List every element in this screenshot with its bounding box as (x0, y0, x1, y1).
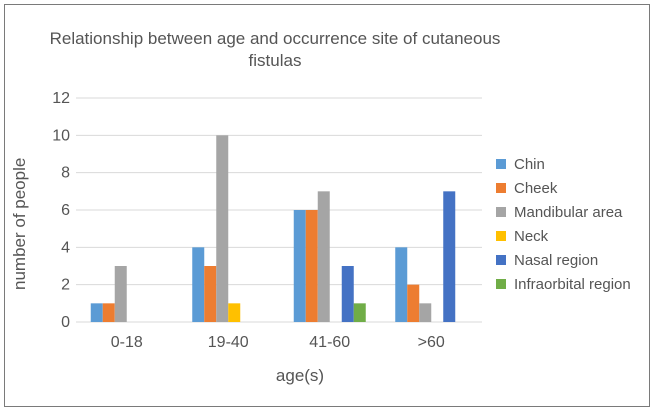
x-axis-label: age(s) (275, 366, 325, 385)
legend-swatch (496, 159, 506, 169)
bar (305, 210, 318, 322)
x-tick-label: >60 (418, 334, 445, 351)
bar (228, 303, 241, 322)
x-tick-label: 41-60 (309, 334, 350, 351)
legend-item: Chin (496, 152, 631, 176)
bar (293, 210, 306, 322)
legend-swatch (496, 183, 506, 193)
bar (395, 247, 408, 322)
legend-swatch (496, 207, 506, 217)
legend-item: Neck (496, 224, 631, 248)
bar (353, 303, 366, 322)
bar (216, 135, 229, 322)
y-tick-label: 8 (61, 165, 70, 182)
legend-swatch (496, 279, 506, 289)
bar (443, 191, 456, 322)
legend-item: Infraorbital region (496, 272, 631, 296)
bar (341, 266, 354, 322)
y-tick-label: 2 (61, 277, 70, 294)
y-tick-label: 12 (52, 90, 70, 107)
legend-label: Neck (514, 227, 549, 245)
y-tick-label: 6 (61, 202, 70, 219)
legend-item: Mandibular area (496, 200, 631, 224)
bar (114, 266, 127, 322)
x-tick-label: 19-40 (208, 334, 249, 351)
legend-label: Infraorbital region (514, 275, 631, 293)
legend-label: Chin (514, 155, 545, 173)
y-tick-label: 0 (61, 314, 70, 331)
legend: Chin Cheek Mandibular area Neck Nasal region… (496, 152, 631, 296)
legend-item: Nasal region (496, 248, 631, 272)
bar (192, 247, 205, 322)
legend-item: Cheek (496, 176, 631, 200)
bar (90, 303, 103, 322)
legend-label: Nasal region (514, 251, 599, 269)
chart-title: Relationship between age and occurrence … (49, 29, 501, 70)
y-tick-label: 4 (61, 239, 70, 256)
bar (204, 266, 217, 322)
bar (419, 303, 432, 322)
legend-label: Mandibular area (514, 203, 623, 221)
bar (407, 284, 420, 322)
legend-label: Cheek (514, 179, 558, 197)
legend-swatch (496, 231, 506, 241)
bar (102, 303, 115, 322)
legend-swatch (496, 255, 506, 265)
bar (317, 191, 330, 322)
x-tick-label: 0-18 (111, 334, 143, 351)
y-tick-label: 10 (52, 127, 70, 144)
